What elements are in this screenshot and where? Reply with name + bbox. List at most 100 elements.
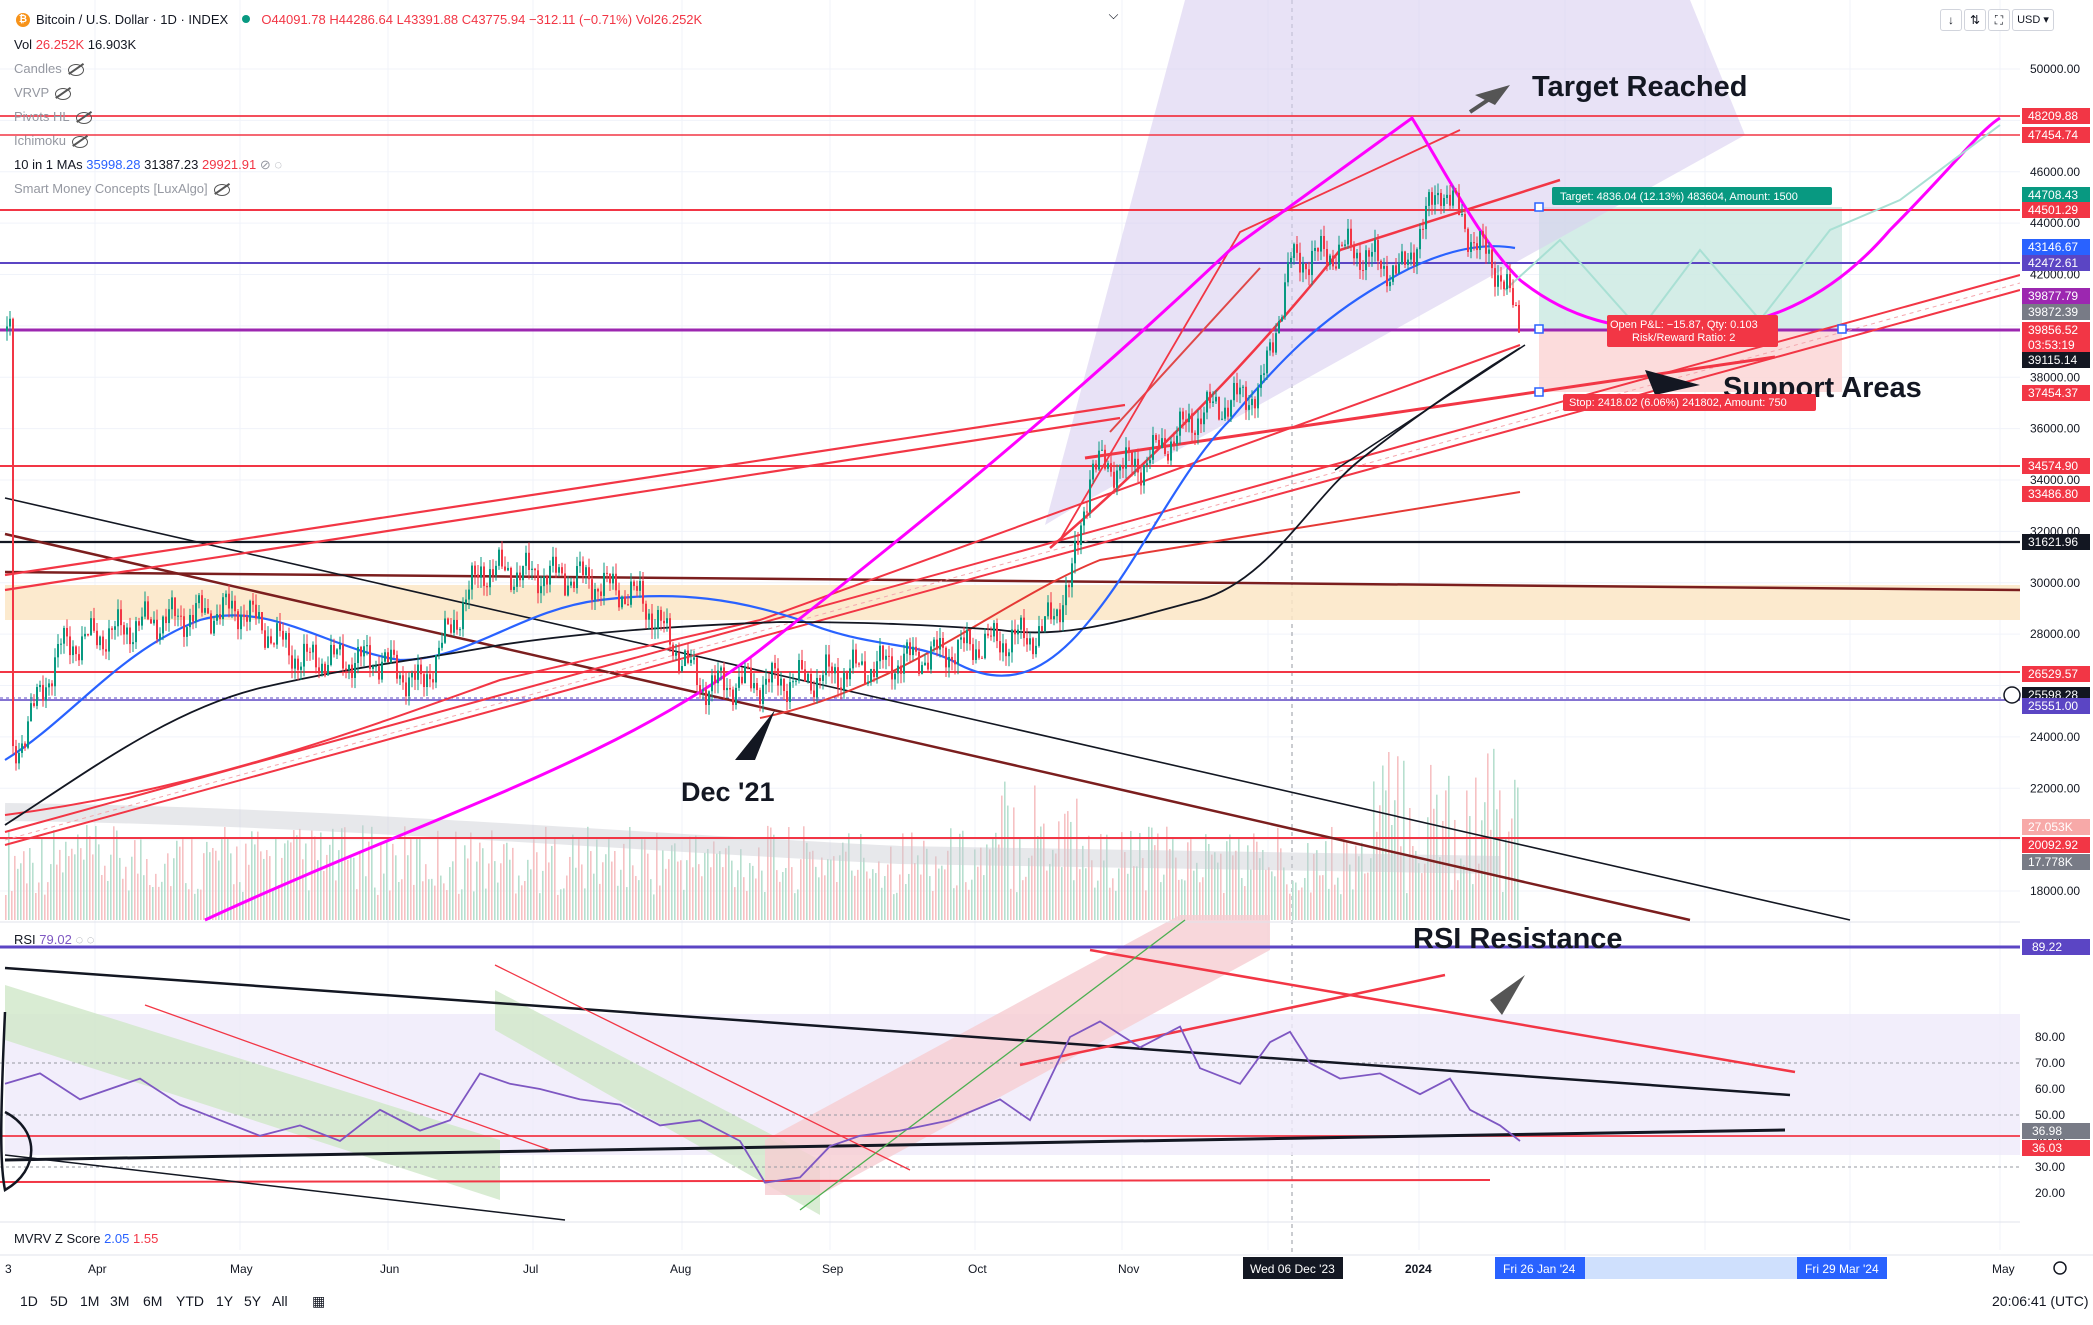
legend-candles[interactable]: Candles <box>14 61 84 76</box>
range-1m[interactable]: 1M <box>80 1293 100 1309</box>
hidden-eye-icon[interactable] <box>75 111 92 124</box>
hidden-eye-icon[interactable] <box>213 183 230 196</box>
volume-bar <box>1091 860 1093 920</box>
candle-body <box>270 636 272 644</box>
volume-bar <box>599 883 601 920</box>
volume-bar <box>143 875 145 920</box>
volume-bar <box>263 858 265 920</box>
candle-body <box>276 623 278 645</box>
candle-body <box>1404 251 1406 265</box>
candle-body <box>1512 288 1514 305</box>
candle-body <box>1491 249 1493 269</box>
ohlc-open: O44091.78 <box>261 12 326 27</box>
volume-bar <box>1229 834 1231 920</box>
legend-volume[interactable]: Vol 26.252K 16.903K <box>14 37 136 52</box>
range-1y[interactable]: 1Y <box>216 1293 234 1309</box>
rsi-trend <box>144 1004 551 1151</box>
volume-bar <box>734 887 736 920</box>
range-3m[interactable]: 3M <box>110 1293 130 1309</box>
currency-selector[interactable]: USD ▾ <box>2012 9 2054 31</box>
range-ytd[interactable]: YTD <box>176 1293 204 1309</box>
range-all[interactable]: All <box>272 1293 288 1309</box>
volume-bar <box>707 848 709 920</box>
legend-ichimoku[interactable]: Ichimoku <box>14 133 89 148</box>
ohlc-close: C43775.94 <box>461 12 526 27</box>
legend-pivots[interactable]: Pivots HL <box>14 109 92 124</box>
volume-bar <box>233 884 235 920</box>
legend-smc[interactable]: Smart Money Concepts [LuxAlgo] <box>14 181 230 196</box>
rsi-line <box>4 1020 1521 1184</box>
volume-bar <box>287 840 289 920</box>
arrow-icon <box>735 710 775 760</box>
volume-bar <box>710 867 712 920</box>
settings-icon[interactable]: ◌ ◌ <box>75 932 95 947</box>
price-tag-label: 37454.37 <box>2028 386 2078 400</box>
legend-rsi[interactable]: RSI 79.02 ◌ ◌ <box>14 932 95 947</box>
volume-bars <box>4 748 1519 920</box>
hidden-eye-icon[interactable] <box>55 87 72 100</box>
candle-body <box>138 621 140 626</box>
candle-body <box>420 664 422 675</box>
volume-bar <box>179 846 181 920</box>
volume-bar <box>512 847 514 920</box>
legend-mvrv[interactable]: MVRV Z Score 2.05 1.55 <box>14 1231 158 1246</box>
volume-bar <box>497 882 499 920</box>
candle-body <box>849 668 851 680</box>
volume-bar <box>488 863 490 920</box>
candle-body <box>537 570 539 594</box>
volume-bar <box>491 830 493 920</box>
candle-body <box>243 614 245 617</box>
volume-bar <box>1103 860 1105 920</box>
rsi-tick: 60.00 <box>2035 1082 2065 1096</box>
expand-button[interactable]: ⇅ <box>1964 9 1986 31</box>
candle-body <box>1362 269 1364 271</box>
settings-icon[interactable]: ⊘ ◌ <box>259 157 283 172</box>
calendar-icon[interactable]: ▦ <box>312 1293 326 1309</box>
annotation-rsi-resistance: RSI Resistance <box>1413 923 1623 955</box>
scroll-down-button[interactable]: ↓ <box>1940 9 1962 31</box>
volume-bar <box>947 850 949 920</box>
candle-body <box>846 673 848 680</box>
candle-body <box>1302 263 1304 273</box>
volume-bar <box>428 879 430 920</box>
candle-body <box>363 646 365 657</box>
volume-bar <box>1400 846 1402 920</box>
target-zone <box>1539 207 1842 329</box>
candle-body <box>1446 194 1448 199</box>
volume-bar <box>656 833 658 920</box>
volume-bar <box>455 831 457 920</box>
range-5d[interactable]: 5D <box>50 1293 68 1309</box>
hidden-eye-icon[interactable] <box>67 63 84 76</box>
candle-body <box>804 669 806 682</box>
fullscreen-button[interactable]: ⛶ <box>1988 9 2010 31</box>
hidden-eye-icon[interactable] <box>72 135 89 148</box>
legend-vrvp[interactable]: VRVP <box>14 85 72 100</box>
candle-body <box>1164 438 1166 454</box>
candle-body <box>675 652 677 656</box>
range-5y[interactable]: 5Y <box>244 1293 262 1309</box>
candle-body <box>801 660 803 670</box>
candle-body <box>741 676 743 684</box>
symbol-title[interactable]: Bitcoin / U.S. Dollar · 1D · INDEX <box>36 12 229 27</box>
volume-bar <box>1145 890 1147 920</box>
candle-body <box>153 619 155 624</box>
volume-bar <box>1112 878 1114 920</box>
candle-body <box>720 667 722 671</box>
candle-body <box>144 601 146 617</box>
price-tag <box>2022 337 2090 353</box>
volume-bar <box>401 879 403 920</box>
legend-mas[interactable]: 10 in 1 MAs 35998.28 31387.23 29921.91 ⊘… <box>14 157 282 173</box>
candle-body <box>1191 413 1193 433</box>
rsi-trend <box>1019 973 1446 1067</box>
candle-body <box>501 549 503 567</box>
candle-body <box>738 676 740 688</box>
utc-clock[interactable]: 20:06:41 (UTC) <box>1992 1293 2089 1309</box>
candle-body <box>408 677 410 697</box>
candle-body <box>1437 192 1439 196</box>
range-1d[interactable]: 1D <box>20 1293 38 1309</box>
range-6m[interactable]: 6M <box>143 1293 163 1309</box>
candle-body <box>573 581 575 589</box>
